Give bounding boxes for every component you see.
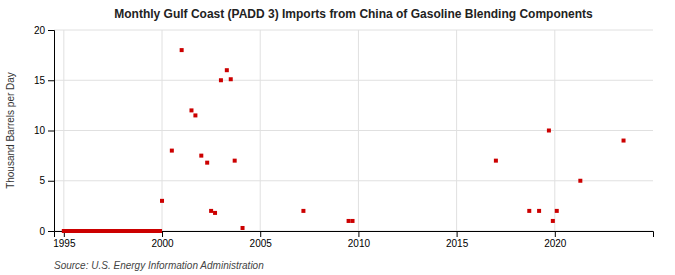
x-tick-mark <box>260 231 261 237</box>
y-tick: 5 <box>39 175 54 186</box>
points <box>62 48 626 233</box>
y-tick-mark <box>48 181 54 182</box>
y-tick-label: 20 <box>34 25 46 36</box>
point <box>622 139 626 143</box>
y-tick-label: 10 <box>34 125 46 136</box>
point <box>180 48 184 52</box>
point <box>209 209 213 213</box>
point <box>193 113 197 117</box>
x-tick-mark <box>457 231 458 237</box>
point <box>241 226 245 230</box>
point <box>219 78 223 82</box>
y-tick-label: 15 <box>34 75 46 86</box>
plot-area: 1995 2000 2005 2010 2015 2020 0 5 10 15 20 <box>34 25 654 249</box>
y-axis: 0 5 10 15 20 <box>34 25 55 237</box>
x-tick-mark <box>555 231 556 237</box>
x-tick-label: 1995 <box>53 238 76 249</box>
y-axis-label: Thousand Barrels per Day <box>5 72 16 189</box>
x-axis: 1995 2000 2005 2010 2015 2020 <box>53 231 653 249</box>
point <box>213 211 217 215</box>
point <box>170 149 174 153</box>
source-note: Source: U.S. Energy Information Administ… <box>54 260 264 271</box>
x-tick: 1995 <box>53 231 76 249</box>
y-tick-mark <box>48 80 54 81</box>
y-grid-line <box>54 80 653 81</box>
chart-svg: 1995 2000 2005 2010 2015 2020 0 5 10 15 20 Monthly … <box>0 0 675 275</box>
point <box>158 229 162 233</box>
chart-container: 1995 2000 2005 2010 2015 2020 0 5 10 15 20 Monthly … <box>0 0 675 275</box>
point <box>160 199 164 203</box>
y-grid-line <box>54 30 653 31</box>
y-tick-mark <box>48 231 54 232</box>
x-tick: 2020 <box>544 231 567 249</box>
point <box>229 77 233 81</box>
y-tick-mark <box>48 131 54 132</box>
point <box>225 68 229 72</box>
y-grid-line <box>54 180 653 181</box>
point <box>494 159 498 163</box>
point <box>555 209 559 213</box>
grid <box>54 30 653 231</box>
point <box>199 154 203 158</box>
x-tick-mark <box>162 231 163 237</box>
x-tick-label: 2005 <box>250 238 273 249</box>
x-tick-mark <box>358 231 359 237</box>
y-tick: 10 <box>34 125 54 136</box>
point <box>578 179 582 183</box>
y-tick: 20 <box>34 25 54 36</box>
x-tick: 2015 <box>446 231 469 249</box>
y-tick-label: 0 <box>39 226 45 237</box>
x-tick-label: 2000 <box>151 238 174 249</box>
point <box>537 209 541 213</box>
x-tick: 2005 <box>250 231 273 249</box>
y-tick: 0 <box>39 226 54 237</box>
point <box>351 219 355 223</box>
point <box>347 219 351 223</box>
y-axis-line <box>48 31 55 232</box>
title: Monthly Gulf Coast (PADD 3) Imports from… <box>114 7 593 21</box>
point <box>233 159 237 163</box>
x-tick-label: 2015 <box>446 238 469 249</box>
y-tick: 15 <box>34 75 54 86</box>
point <box>205 161 209 165</box>
y-grid-line <box>54 130 653 131</box>
point <box>547 129 551 133</box>
point <box>189 108 193 112</box>
y-tick-label: 5 <box>39 175 45 186</box>
point <box>551 219 555 223</box>
y-tick-mark <box>48 30 54 31</box>
x-tick-label: 2010 <box>348 238 371 249</box>
x-tick: 2010 <box>348 231 371 249</box>
x-tick-label: 2020 <box>544 238 567 249</box>
point <box>301 209 305 213</box>
x-tick: 2000 <box>151 231 174 249</box>
point <box>527 209 531 213</box>
